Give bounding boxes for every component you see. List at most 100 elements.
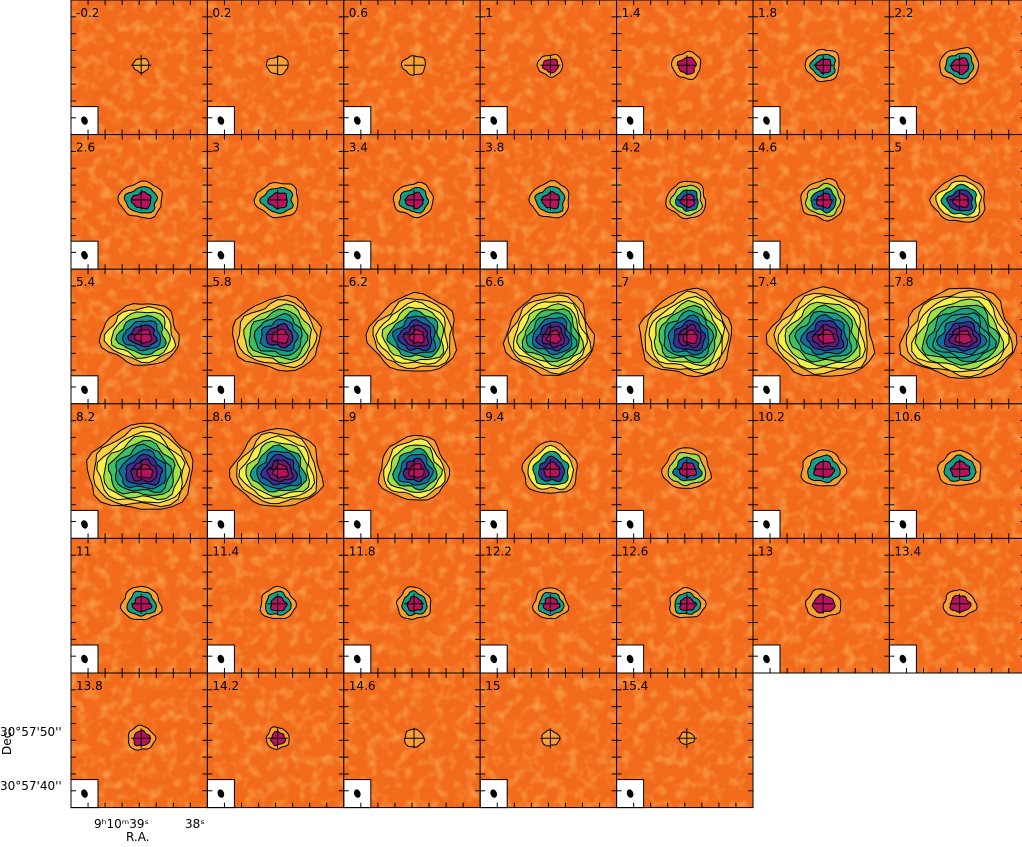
position-cross-icon — [676, 593, 697, 614]
panel-ticks — [343, 673, 481, 808]
position-cross-icon — [131, 324, 152, 345]
channel-panel: 14.6 — [343, 672, 481, 809]
channel-panel: 13.4 — [888, 537, 1022, 674]
beam-ellipse-icon — [626, 251, 634, 260]
velocity-label: 10.6 — [894, 410, 921, 424]
panel-ticks — [71, 269, 208, 404]
channel-panel: 7.8 — [888, 268, 1022, 405]
beam-ellipse-icon — [626, 385, 634, 394]
position-cross-icon — [267, 459, 288, 480]
beam-ellipse-icon — [763, 116, 770, 125]
panel-ticks — [480, 269, 617, 404]
beam-ellipse-icon — [763, 385, 770, 394]
beam-ellipse-icon — [217, 116, 225, 125]
beam-ellipse-icon — [81, 385, 88, 394]
panel-ticks — [753, 0, 890, 135]
position-cross-icon — [404, 593, 424, 614]
beam-ellipse-icon — [81, 251, 88, 260]
position-cross-icon — [813, 593, 834, 614]
contour-level — [134, 328, 153, 344]
velocity-label: 8.6 — [212, 410, 231, 424]
channel-panel: 8.6 — [206, 403, 345, 539]
beam-ellipse-icon — [353, 654, 361, 664]
contour-level — [815, 192, 833, 209]
beam-ellipse-icon — [490, 520, 498, 529]
ra-tick-label-1: 9ʰ10ᵐ39ˢ — [94, 817, 149, 831]
emission-contours — [939, 46, 980, 85]
beam-ellipse-icon — [763, 520, 770, 529]
beam-ellipse-icon — [899, 654, 907, 664]
beam-ellipse-icon — [763, 654, 770, 664]
channel-panel: 5 — [888, 134, 1022, 270]
beam-ellipse-icon — [899, 385, 907, 394]
velocity-label: 15 — [485, 679, 500, 693]
channel-panel: 6.6 — [479, 268, 618, 405]
emission-contours — [128, 724, 157, 751]
channel-panel: 13 — [752, 537, 890, 674]
emission-contours — [392, 181, 434, 219]
channel-panel: 2.6 — [70, 134, 208, 270]
beam-ellipse-icon — [353, 251, 361, 260]
emission-contours — [253, 182, 299, 219]
emission-contours — [521, 440, 578, 494]
beam-box — [479, 375, 508, 405]
channel-panel: 9.4 — [479, 403, 618, 539]
channel-panel: 3.8 — [479, 134, 618, 270]
panel-ticks — [71, 538, 208, 673]
beam-ellipse-icon — [217, 654, 225, 664]
beam-ellipse-icon — [899, 520, 907, 529]
position-cross-icon — [267, 189, 288, 210]
beam-ellipse-icon — [217, 789, 225, 798]
panel-ticks — [753, 269, 890, 404]
beam-ellipse-icon — [490, 789, 498, 798]
position-cross-icon — [540, 728, 561, 749]
emission-contours — [377, 434, 451, 501]
panel-ticks — [753, 134, 890, 270]
panel-ticks — [71, 673, 208, 808]
velocity-label: 5 — [894, 141, 902, 155]
position-cross-icon — [267, 728, 288, 749]
position-cross-icon — [404, 189, 424, 210]
channel-panel: 7.4 — [752, 268, 890, 405]
channel-panel: 2.2 — [888, 0, 1022, 136]
emission-contours — [805, 588, 842, 618]
emission-contours — [765, 286, 876, 377]
axes-annotations: Dec. 30°57'50'' 30°57'40'' 9ʰ10ᵐ39ˢ 38ˢ … — [0, 725, 205, 844]
velocity-label: 13.8 — [76, 679, 103, 693]
velocity-label: 11.4 — [212, 544, 239, 558]
velocity-label: -0.2 — [76, 6, 99, 20]
channel-panel: 3 — [206, 134, 345, 270]
velocity-label: 11 — [76, 544, 91, 558]
position-cross-icon — [676, 324, 697, 345]
beam-ellipse-icon — [626, 789, 634, 798]
velocity-label: 1.8 — [758, 6, 777, 20]
channel-panel: 1 — [479, 0, 618, 136]
panel-ticks — [207, 134, 344, 270]
beam-ellipse-icon — [217, 520, 225, 529]
channel-panel: 1.4 — [616, 0, 754, 136]
emission-contours — [929, 175, 986, 223]
emission-contours — [265, 55, 289, 76]
contour-level — [817, 329, 836, 344]
contour-level — [408, 463, 425, 479]
panel-ticks — [71, 134, 208, 270]
position-cross-icon — [267, 593, 288, 614]
panel-ticks — [207, 269, 344, 404]
channel-panel: 11 — [70, 537, 208, 674]
velocity-label: 0.6 — [349, 6, 368, 20]
position-cross-icon — [404, 459, 424, 480]
emission-contours — [671, 50, 702, 80]
channel-panel: 13.8 — [70, 672, 208, 809]
position-cross-icon — [676, 459, 697, 480]
position-cross-icon — [813, 189, 834, 210]
contour-level — [951, 193, 969, 208]
position-cross-icon — [131, 593, 152, 614]
emission-contours — [899, 287, 1018, 379]
velocity-label: 9.4 — [485, 410, 504, 424]
channel-panel: 10.6 — [888, 403, 1022, 539]
emission-contours — [800, 177, 846, 222]
emission-contours — [536, 53, 564, 78]
channel-panel: 12.2 — [479, 537, 618, 674]
beam-box — [206, 106, 235, 136]
beam-ellipse-icon — [353, 789, 361, 798]
